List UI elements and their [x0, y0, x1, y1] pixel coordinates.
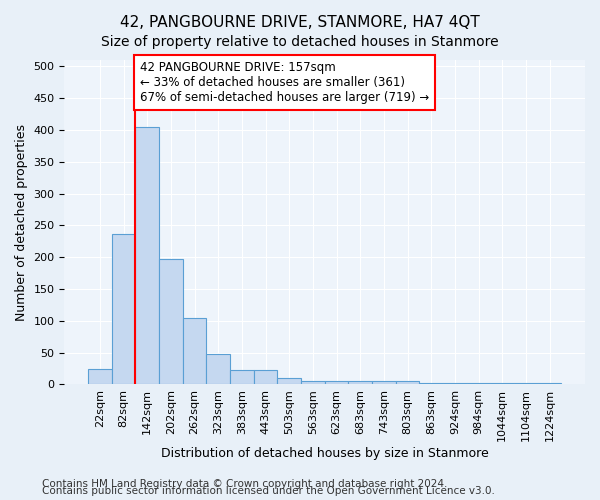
Bar	[254, 370, 277, 384]
Bar	[183, 318, 206, 384]
Bar	[443, 383, 467, 384]
Text: Size of property relative to detached houses in Stanmore: Size of property relative to detached ho…	[101, 35, 499, 49]
Text: Contains public sector information licensed under the Open Government Licence v3: Contains public sector information licen…	[42, 486, 495, 496]
X-axis label: Distribution of detached houses by size in Stanmore: Distribution of detached houses by size …	[161, 447, 488, 460]
Text: 42 PANGBOURNE DRIVE: 157sqm
← 33% of detached houses are smaller (361)
67% of se: 42 PANGBOURNE DRIVE: 157sqm ← 33% of det…	[140, 61, 430, 104]
Bar	[136, 127, 159, 384]
Bar	[349, 382, 372, 384]
Y-axis label: Number of detached properties: Number of detached properties	[15, 124, 28, 320]
Bar	[230, 370, 254, 384]
Bar	[159, 259, 183, 384]
Bar	[372, 382, 395, 384]
Bar	[277, 378, 301, 384]
Text: Contains HM Land Registry data © Crown copyright and database right 2024.: Contains HM Land Registry data © Crown c…	[42, 479, 448, 489]
Bar	[206, 354, 230, 384]
Text: 42, PANGBOURNE DRIVE, STANMORE, HA7 4QT: 42, PANGBOURNE DRIVE, STANMORE, HA7 4QT	[120, 15, 480, 30]
Bar	[490, 383, 514, 384]
Bar	[88, 368, 112, 384]
Bar	[325, 382, 349, 384]
Bar	[514, 383, 538, 384]
Bar	[112, 234, 136, 384]
Bar	[467, 383, 490, 384]
Bar	[419, 382, 443, 384]
Bar	[301, 382, 325, 384]
Bar	[538, 382, 562, 384]
Bar	[395, 382, 419, 384]
